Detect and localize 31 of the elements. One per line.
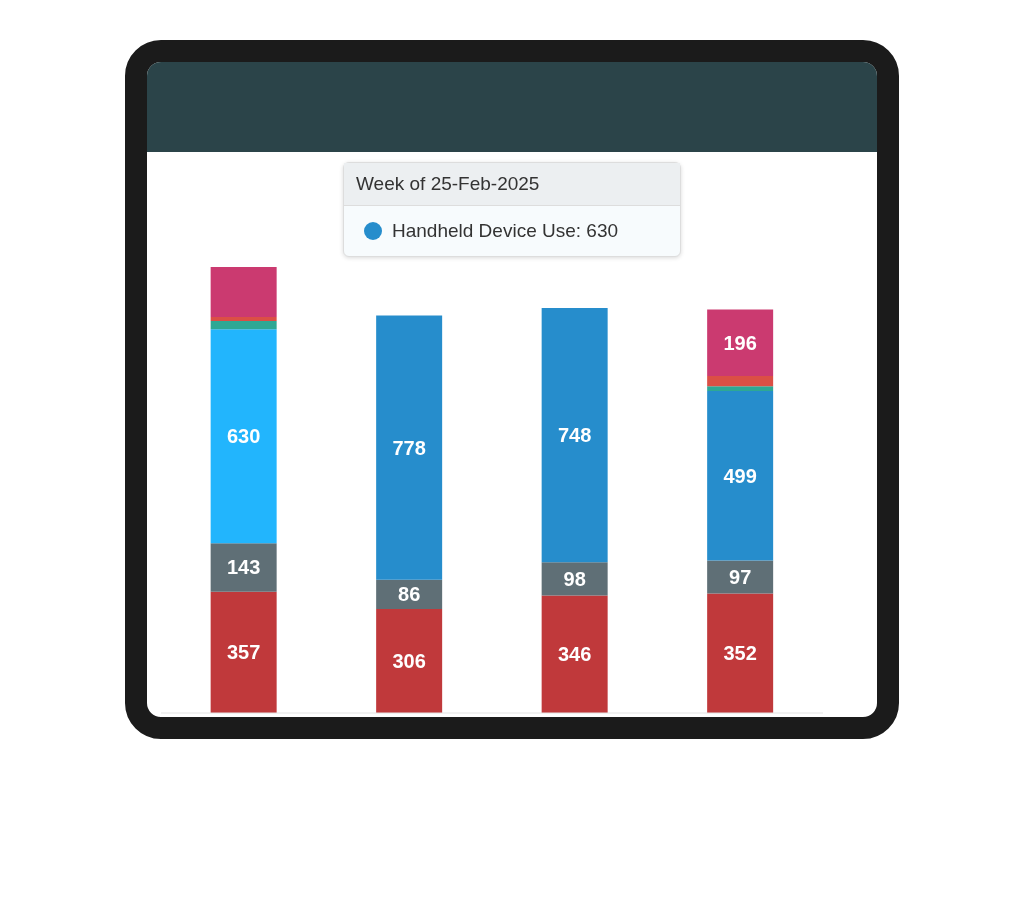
data-label: 306	[392, 650, 426, 673]
text: Week of 25-Feb-2025	[344, 163, 680, 206]
data-label: 778	[392, 436, 426, 459]
data-label: 499	[723, 464, 757, 487]
bar	[210, 329, 277, 544]
data-label: 352	[723, 642, 757, 665]
bar	[541, 308, 608, 563]
bar	[210, 316, 277, 322]
data-label: 196	[723, 331, 757, 354]
bar	[707, 390, 774, 561]
bar	[376, 609, 443, 713]
text: Handheld Device Use: 630	[392, 220, 619, 242]
data-label: 346	[557, 643, 592, 666]
data-label: 748	[557, 424, 592, 447]
bar	[707, 309, 774, 377]
data-label: 97	[729, 565, 752, 588]
bar	[210, 321, 277, 330]
bar	[707, 376, 774, 387]
data-label: 630	[226, 425, 261, 448]
bar	[210, 591, 277, 713]
bar	[707, 560, 774, 594]
bar	[210, 543, 277, 592]
data-label: 98	[563, 567, 586, 590]
bar	[210, 267, 277, 317]
bar	[376, 315, 443, 580]
bar	[707, 593, 774, 713]
data-label: 86	[398, 583, 421, 606]
bar	[541, 595, 608, 713]
bar	[707, 386, 774, 391]
data-label: 143	[226, 556, 261, 579]
data-label: 357	[226, 641, 261, 664]
